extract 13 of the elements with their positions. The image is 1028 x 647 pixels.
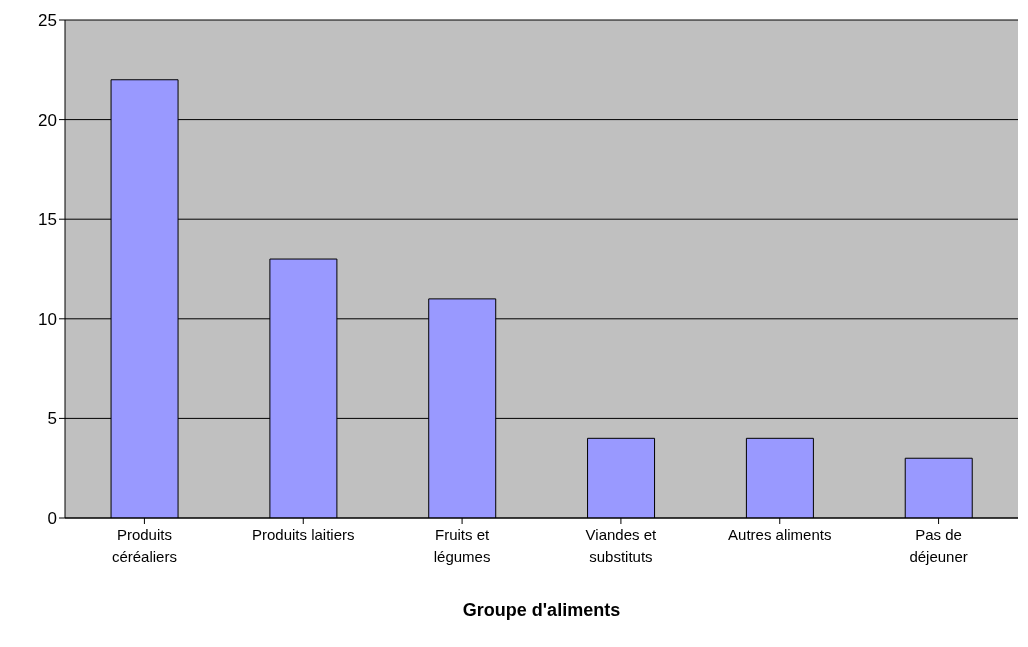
x-tick-label: Produits céréaliers	[111, 526, 177, 565]
x-tick-label: Viandes et substituts	[585, 526, 658, 565]
y-tick-label: 5	[47, 409, 57, 429]
x-tick-label: Autres aliments	[728, 526, 832, 543]
y-tick-label: 20	[38, 110, 57, 130]
x-tick-label: Produits laitiers	[251, 526, 355, 543]
y-tick-label: 15	[38, 210, 57, 230]
x-tick-label: Pas de déjeuner	[909, 526, 968, 565]
x-tick-label: Fruits et légumes	[433, 526, 491, 565]
y-tick-label: 0	[47, 509, 57, 529]
x-axis-title: Groupe d'aliments	[462, 600, 621, 620]
y-tick-label: 10	[38, 309, 57, 329]
y-tick-label: 25	[38, 11, 57, 31]
